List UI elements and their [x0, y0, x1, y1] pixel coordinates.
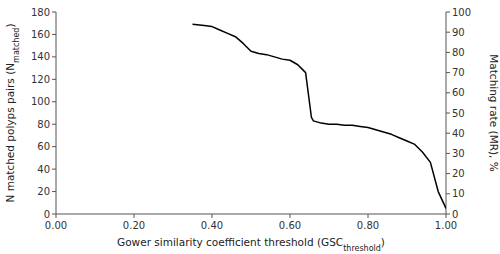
- chart: 0.000.200.400.600.801.000204060801001201…: [0, 0, 500, 254]
- y2-tick: [446, 12, 450, 13]
- x-tick: [56, 214, 57, 218]
- y2-tick-label: 30: [452, 148, 465, 159]
- x-axis-line: [56, 214, 446, 215]
- x-axis-label: Gower similarity coefficient threshold (…: [117, 236, 385, 253]
- y2-tick: [446, 32, 450, 33]
- y2-tick-label: 40: [452, 128, 465, 139]
- x-axis-label-part: ): [381, 236, 385, 248]
- y-axis-label-part: matched: [12, 28, 21, 63]
- y2-tick: [446, 214, 450, 215]
- y2-tick-label: 50: [452, 108, 465, 119]
- y-tick: [52, 56, 56, 57]
- plot-area: [193, 24, 447, 208]
- y-tick: [52, 34, 56, 35]
- x-tick-label: 0.60: [279, 220, 301, 231]
- x-tick-label: 0.20: [123, 220, 145, 231]
- y-axis-label-part: N matched polyps pairs (N: [4, 63, 16, 203]
- y2-tick-label: 0: [452, 209, 458, 220]
- x-tick: [368, 214, 369, 218]
- y-tick-label: 60: [37, 141, 50, 152]
- y2-tick: [446, 173, 450, 174]
- data-line: [193, 24, 447, 208]
- y-tick-label: 40: [37, 164, 50, 175]
- y-tick: [52, 191, 56, 192]
- y-tick: [52, 146, 56, 147]
- x-tick-label: 0.80: [357, 220, 379, 231]
- y-tick: [52, 79, 56, 80]
- y-tick-label: 140: [31, 51, 50, 62]
- y-axis-label: N matched polyps pairs (Nmatched): [4, 23, 21, 202]
- y2-tick: [446, 153, 450, 154]
- y2-axis-label: Matching rate (MR), %: [488, 54, 500, 172]
- y2-tick: [446, 72, 450, 73]
- x-tick: [290, 214, 291, 218]
- y-axis-line: [56, 12, 57, 214]
- y-tick: [52, 12, 56, 13]
- y-tick-label: 120: [31, 74, 50, 85]
- y-tick-label: 80: [37, 119, 50, 130]
- y2-tick-label: 80: [452, 47, 465, 58]
- y2-tick-label: 100: [452, 7, 471, 18]
- y2-tick-label: 20: [452, 168, 465, 179]
- y-tick-label: 160: [31, 29, 50, 40]
- y2-tick: [446, 193, 450, 194]
- y-tick-label: 100: [31, 96, 50, 107]
- y2-tick-label: 90: [452, 27, 465, 38]
- y2-tick-label: 70: [452, 67, 465, 78]
- y2-tick: [446, 113, 450, 114]
- y-tick: [52, 101, 56, 102]
- y-tick: [52, 124, 56, 125]
- y-axis-label-part: ): [4, 23, 16, 27]
- x-tick: [134, 214, 135, 218]
- y-tick-label: 20: [37, 186, 50, 197]
- y2-tick-label: 10: [452, 188, 465, 199]
- y2-axis-line: [446, 12, 447, 214]
- y-tick: [52, 214, 56, 215]
- y2-tick: [446, 52, 450, 53]
- y-tick: [52, 169, 56, 170]
- x-tick-label: 0.00: [45, 220, 67, 231]
- x-tick-label: 1.00: [435, 220, 457, 231]
- x-axis-label-part: threshold: [343, 244, 381, 253]
- y-tick-label: 180: [31, 7, 50, 18]
- x-tick: [446, 214, 447, 218]
- x-tick: [212, 214, 213, 218]
- y-tick-label: 0: [44, 209, 50, 220]
- x-tick-label: 0.40: [201, 220, 223, 231]
- x-axis-label-part: Gower similarity coefficient threshold (…: [117, 236, 343, 248]
- y2-tick-label: 60: [452, 87, 465, 98]
- y2-tick: [446, 92, 450, 93]
- y2-tick: [446, 133, 450, 134]
